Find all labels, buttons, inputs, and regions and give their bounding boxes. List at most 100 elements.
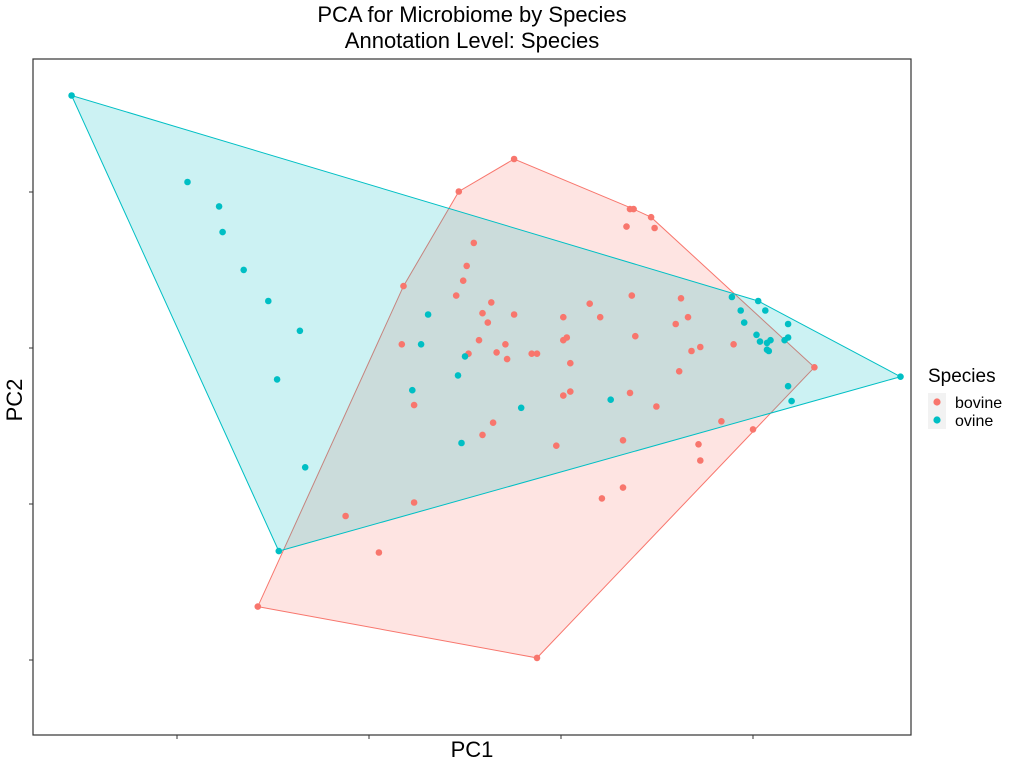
point-ovine-24 (454, 372, 462, 379)
point-bovine-42 (560, 392, 567, 399)
plot-panel-border (32, 58, 912, 736)
point-bovine-29 (730, 341, 737, 348)
legend-marker-bovine (933, 398, 941, 406)
x-axis-label: PC1 (451, 737, 494, 762)
point-bovine-31 (493, 349, 500, 356)
point-bovine-41 (626, 389, 634, 397)
point-bovine-33 (528, 350, 535, 358)
point-ovine-18 (767, 336, 774, 344)
point-ovine-3 (219, 228, 226, 236)
point-ovine-10 (762, 307, 769, 314)
point-bovine-45 (489, 419, 497, 427)
points-layer (68, 92, 904, 662)
point-ovine-29 (607, 396, 614, 404)
point-bovine-26 (502, 341, 509, 348)
point-ovine-0 (68, 92, 75, 99)
point-ovine-31 (517, 404, 525, 412)
point-bovine-36 (503, 355, 511, 363)
hull-layer (70, 94, 902, 659)
point-ovine-15 (417, 341, 425, 348)
point-bovine-59 (533, 654, 541, 662)
point-bovine-46 (718, 418, 725, 425)
point-bovine-22 (672, 320, 679, 328)
point-bovine-27 (560, 336, 567, 344)
y-axis-label: PC2 (2, 379, 27, 422)
point-bovine-48 (479, 431, 486, 439)
point-bovine-7 (470, 239, 478, 247)
point-bovine-52 (697, 457, 704, 464)
point-ovine-11 (424, 311, 432, 318)
legend-label-bovine: bovine (955, 395, 1002, 412)
point-ovine-34 (275, 547, 283, 555)
point-bovine-4 (647, 213, 655, 221)
point-bovine-0 (510, 155, 518, 163)
point-bovine-56 (342, 512, 349, 520)
point-ovine-5 (265, 297, 272, 305)
point-bovine-47 (749, 426, 757, 433)
point-bovine-37 (567, 359, 574, 367)
point-bovine-19 (596, 313, 604, 321)
point-bovine-58 (254, 603, 262, 610)
point-ovine-30 (788, 397, 795, 405)
point-bovine-49 (619, 437, 627, 444)
point-bovine-9 (459, 277, 467, 285)
point-ovine-9 (737, 307, 744, 314)
point-bovine-6 (651, 224, 658, 232)
point-bovine-30 (697, 343, 704, 351)
point-bovine-53 (619, 484, 627, 491)
point-bovine-28 (398, 341, 406, 348)
point-bovine-18 (560, 313, 567, 321)
point-bovine-55 (410, 499, 418, 506)
legend: Species bovine ovine (928, 366, 1002, 430)
point-ovine-14 (753, 331, 760, 339)
x-axis-ticks (176, 735, 754, 739)
point-ovine-7 (728, 293, 736, 301)
point-bovine-8 (463, 262, 471, 270)
point-bovine-54 (598, 495, 606, 502)
point-bovine-23 (632, 332, 639, 340)
point-ovine-12 (740, 319, 748, 326)
point-bovine-43 (410, 401, 418, 409)
point-bovine-50 (553, 442, 560, 450)
point-bovine-40 (567, 388, 574, 395)
point-bovine-11 (452, 292, 460, 299)
point-bovine-21 (484, 319, 492, 326)
point-bovine-3 (630, 205, 637, 213)
point-bovine-34 (533, 350, 541, 358)
point-bovine-12 (628, 292, 636, 299)
point-ovine-2 (215, 203, 223, 210)
chart-subtitle: Annotation Level: Species (345, 28, 599, 53)
point-bovine-16 (479, 309, 486, 317)
point-bovine-20 (684, 313, 692, 321)
point-ovine-8 (754, 297, 762, 305)
point-ovine-20 (784, 334, 792, 341)
point-bovine-25 (475, 336, 483, 344)
y-axis-ticks (29, 191, 33, 661)
legend-marker-ovine (933, 416, 941, 424)
point-ovine-22 (765, 347, 773, 355)
point-ovine-1 (184, 178, 191, 186)
point-bovine-13 (488, 299, 495, 306)
point-ovine-4 (240, 266, 247, 274)
point-ovine-28 (409, 386, 416, 394)
point-bovine-44 (653, 403, 660, 410)
point-ovine-6 (296, 327, 304, 335)
point-ovine-23 (461, 353, 469, 360)
point-ovine-27 (784, 382, 792, 390)
point-ovine-16 (756, 338, 764, 345)
point-bovine-57 (375, 549, 383, 556)
point-ovine-13 (784, 320, 792, 328)
point-ovine-25 (897, 373, 904, 381)
point-bovine-39 (811, 364, 818, 371)
legend-title: Species (928, 366, 996, 387)
point-bovine-5 (623, 223, 630, 230)
point-bovine-51 (695, 441, 702, 448)
legend-label-ovine: ovine (955, 413, 993, 430)
point-bovine-17 (510, 311, 518, 318)
point-ovine-33 (301, 464, 309, 471)
point-ovine-26 (273, 376, 281, 383)
point-bovine-38 (675, 368, 683, 375)
point-bovine-1 (455, 188, 463, 195)
point-bovine-35 (688, 347, 695, 355)
